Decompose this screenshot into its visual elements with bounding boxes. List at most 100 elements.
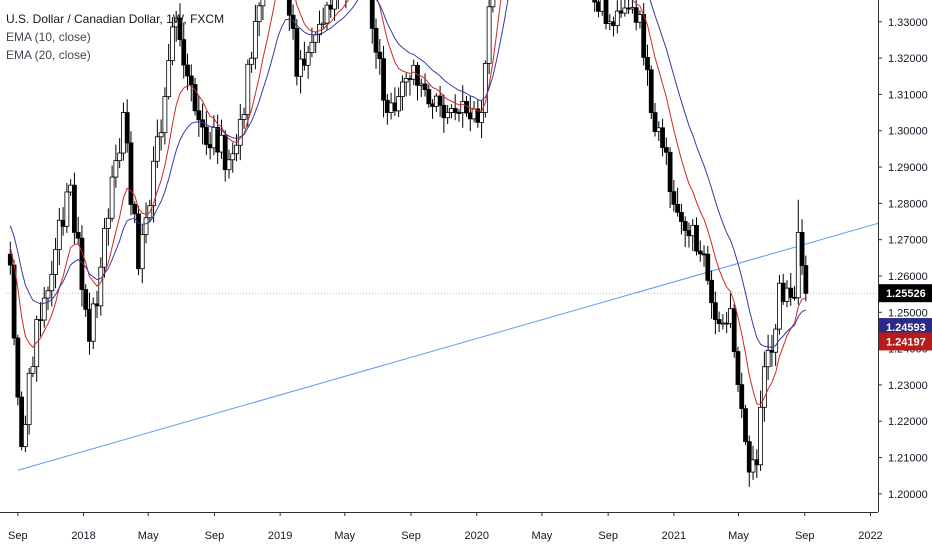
candle-body [697,250,703,255]
candle-body [143,217,149,235]
candle-body [452,108,458,113]
y-tick-label: 1.23000 [888,380,928,392]
candle-body [298,58,304,77]
time-scale-bg [0,512,932,550]
candle-body [622,7,628,14]
candle-body [305,52,311,66]
candle-body [373,27,379,53]
candle-body [773,328,779,353]
candle-body [230,153,236,161]
trendline [17,222,879,471]
candle-body [166,60,172,97]
candle-body [320,22,326,25]
candle-body [226,159,232,171]
last-price-label-bg [879,284,932,303]
candle-body [667,151,673,193]
candle-body [675,204,681,213]
candle-body [19,396,25,448]
legend-ema10: EMA (10, close) [6,30,91,44]
candle-body [400,81,405,97]
candle-body [241,114,247,120]
candle-body [441,104,447,119]
y-tick-label: 1.32000 [888,53,928,65]
candle-body [592,0,598,3]
candle-body [154,136,160,162]
candle-body [614,10,620,27]
candle-body [128,142,134,205]
candle-body [162,96,168,134]
y-tick-label: 1.22000 [888,416,928,428]
candle-body [671,191,677,205]
candle-body [645,56,650,71]
x-tick-label: 2021 [662,530,686,542]
candle-body [332,0,337,10]
x-tick-label: Sep [795,530,815,542]
candle-body [648,69,654,113]
ema10-value-label-bg [879,332,932,351]
candle-body [222,134,228,171]
candle-body [422,83,428,90]
candle-body [192,84,198,112]
y-tick-label: 1.20000 [888,489,928,501]
candle-body [761,366,767,408]
candle-body [290,14,296,29]
candle-body [694,224,699,252]
ema10-value-label: 1.24197 [886,336,926,348]
y-tick-label: 1.28000 [888,198,928,210]
x-tick-label: 2018 [71,530,95,542]
candle-body [26,372,32,426]
candle-body [716,319,722,325]
candle-body [679,211,684,222]
candle-body [102,228,107,268]
x-tick-label: 2019 [268,530,292,542]
candle-body [652,112,658,132]
candle-body [712,302,718,320]
candle-body [709,279,714,304]
candle-body [294,28,300,77]
symbol-title: U.S. Dollar / Canadian Dollar, 1W, FXCM [6,12,225,26]
candle-body [15,337,21,398]
ema-line-10 [9,0,806,406]
candle-body [53,249,58,275]
candle-body [151,160,156,207]
candle-body [286,0,292,16]
candle-body [381,58,386,101]
candle-body [479,112,484,123]
candle-body [309,41,315,53]
y-tick-label: 1.30000 [888,126,928,138]
candle-body [799,231,805,266]
candle-body [181,39,187,66]
candle-body [249,57,255,65]
candle-body [196,110,202,121]
candle-body [739,384,745,410]
last-price-label: 1.25526 [886,288,926,300]
candle-body [313,34,319,43]
candle-body [369,0,375,29]
candle-body [124,112,130,144]
candle-body [445,112,451,119]
candle-body [663,147,669,153]
candle-body [30,366,36,374]
candle-body [426,89,432,105]
candle-body [746,441,752,473]
x-tick-label: Sep [8,530,28,542]
candle-body [641,14,647,58]
candle-body [245,63,251,115]
candle-body [490,0,496,8]
x-tick-label: Sep [401,530,421,542]
candle-body [750,459,756,473]
price-scale-bg [878,0,932,550]
candle-body [113,160,119,178]
candle-body [682,221,688,231]
candle-body [170,26,175,62]
ema-layer [9,0,807,406]
candle-body [705,253,711,281]
candle-body [64,191,70,227]
y-tick-label: 1.27000 [888,235,928,247]
x-tick-label: May [138,530,159,542]
x-tick-label: May [728,530,749,542]
candle-body [22,424,28,448]
candle-body [603,0,609,24]
